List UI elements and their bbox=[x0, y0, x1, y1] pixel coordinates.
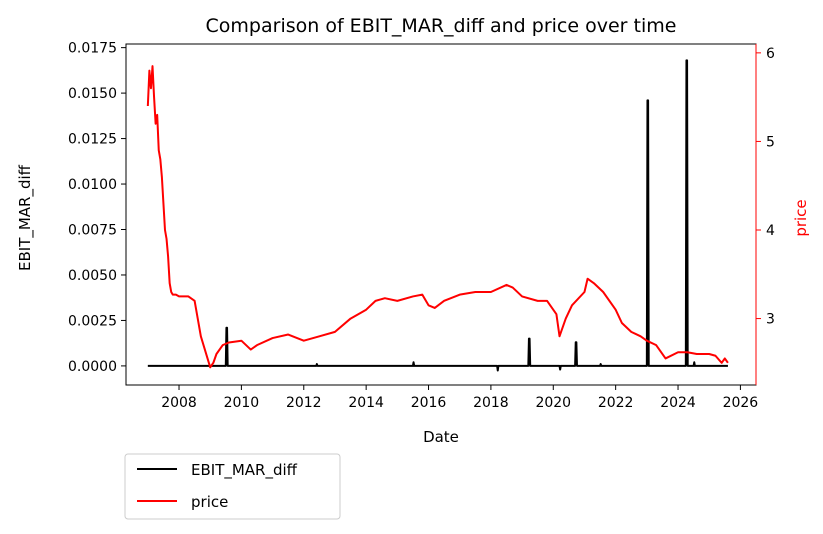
x-axis: 2008 2010 2012 2014 2016 2018 2020 2022 2024 2026 bbox=[161, 385, 758, 411]
legend-label-ebit: EBIT_MAR_diff bbox=[191, 461, 298, 480]
right-y-tick-label: 5 bbox=[766, 134, 775, 150]
chart-title: Comparison of EBIT_MAR_diff and price ov… bbox=[206, 15, 677, 37]
x-tick-label: 2018 bbox=[473, 395, 509, 411]
left-y-tick-label: 0.0025 bbox=[68, 313, 117, 329]
left-y-tick-label: 0.0000 bbox=[68, 359, 117, 375]
left-y-tick-label: 0.0150 bbox=[68, 86, 117, 102]
series-line-price bbox=[146, 65, 729, 369]
x-tick-label: 2022 bbox=[598, 395, 634, 411]
series-line-ebit-mar-diff bbox=[147, 59, 728, 372]
x-tick-label: 2010 bbox=[224, 395, 260, 411]
left-y-tick-label: 0.0175 bbox=[68, 41, 117, 57]
x-tick-label: 2026 bbox=[723, 395, 759, 411]
left-y-tick-label: 0.0125 bbox=[68, 132, 117, 148]
right-y-tick-label: 6 bbox=[766, 46, 775, 62]
right-y-axis-label: price bbox=[792, 199, 810, 236]
left-y-tick-label: 0.0075 bbox=[68, 223, 117, 239]
left-y-tick-label: 0.0100 bbox=[68, 177, 117, 193]
legend: EBIT_MAR_diff price bbox=[124, 453, 341, 520]
x-tick-label: 2024 bbox=[660, 395, 696, 411]
legend-box bbox=[124, 453, 341, 520]
left-y-axis-label: EBIT_MAR_diff bbox=[16, 164, 35, 271]
x-axis-label: Date bbox=[423, 428, 459, 446]
plot-area bbox=[125, 43, 757, 386]
x-tick-label: 2008 bbox=[161, 395, 197, 411]
plot-frame bbox=[125, 43, 757, 386]
right-y-tick-label: 4 bbox=[766, 223, 775, 239]
x-tick-label: 2016 bbox=[411, 395, 447, 411]
x-tick-label: 2014 bbox=[348, 395, 384, 411]
left-y-tick-label: 0.0050 bbox=[68, 268, 117, 284]
right-y-tick-label: 3 bbox=[766, 312, 775, 328]
right-y-axis: 3 4 5 6 bbox=[755, 44, 775, 385]
x-tick-label: 2020 bbox=[535, 395, 571, 411]
left-y-axis: 0.0000 0.0025 0.0050 0.0075 0.0100 0.0125 0.01… bbox=[68, 41, 126, 375]
legend-label-price: price bbox=[191, 493, 228, 511]
x-tick-label: 2012 bbox=[286, 395, 322, 411]
